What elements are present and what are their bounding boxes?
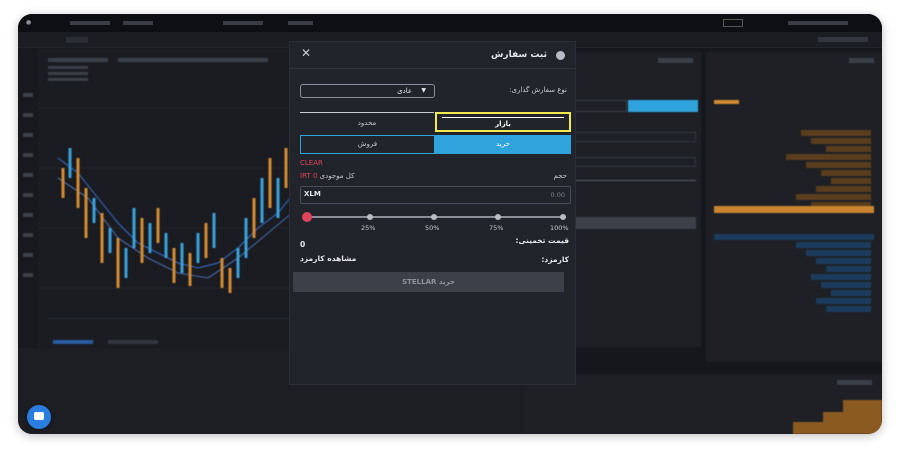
depth-chart-title <box>837 380 872 385</box>
slider-label-25: 25% <box>361 224 376 232</box>
order-book-tab[interactable] <box>714 100 739 104</box>
modal-divider <box>290 68 575 69</box>
slider-tick-25[interactable] <box>367 214 373 220</box>
market-ticker <box>818 37 868 42</box>
slider-tick-100[interactable] <box>560 214 566 220</box>
order-modal: ثبت سفارش ✕ نوع سفارش گذاری: عادی ▼ محدو… <box>289 41 576 385</box>
buy-tab[interactable]: خرید <box>435 135 571 154</box>
buy-submit-button[interactable]: خرید STELLAR <box>293 272 564 292</box>
clear-button[interactable]: CLEAR <box>300 159 323 167</box>
order-side-toggle: فروش خرید <box>300 135 571 154</box>
balance-row: کل موجودی 0 IRT <box>300 172 354 180</box>
depth-chart <box>793 400 882 434</box>
close-icon[interactable]: ✕ <box>301 46 312 60</box>
theme-toggle[interactable] <box>723 19 743 27</box>
price-chart[interactable] <box>18 48 309 348</box>
volume-placeholder: 0.00 <box>550 191 565 199</box>
user-menu[interactable] <box>788 21 848 25</box>
slider-tick-75[interactable] <box>495 214 501 220</box>
nav-item[interactable] <box>70 21 110 25</box>
top-navbar: ● <box>18 14 882 32</box>
chart-tab[interactable] <box>66 37 88 43</box>
order-book-title <box>849 58 874 63</box>
slider-label-100: 100% <box>550 224 569 232</box>
sell-tab[interactable]: فروش <box>300 135 435 154</box>
order-mode-tabs: محدود بازار <box>300 112 571 132</box>
amount-slider[interactable] <box>531 180 696 181</box>
balance-value: 0 IRT <box>300 172 318 180</box>
fee-label: کارمزد: <box>541 255 569 264</box>
logo: ● <box>26 19 32 26</box>
order-type-label: نوع سفارش گذاری: <box>509 86 567 94</box>
volume-label: حجم <box>553 172 567 180</box>
estimated-price-value: 0 <box>300 240 306 249</box>
order-book-bars <box>714 130 874 312</box>
tab-limit[interactable]: محدود <box>300 112 434 132</box>
candlestick-chart <box>18 48 309 348</box>
nav-item[interactable] <box>288 21 313 25</box>
info-icon <box>556 51 565 60</box>
volume-currency: XLM <box>304 190 321 198</box>
volume-input[interactable]: XLM 0.00 <box>300 186 571 204</box>
modal-title: ثبت سفارش <box>490 50 547 60</box>
slider-tick-50[interactable] <box>431 214 437 220</box>
balance-label: کل موجودی <box>319 172 355 180</box>
order-book <box>706 52 882 362</box>
order-type-value: عادی <box>397 87 412 95</box>
slider-thumb[interactable] <box>302 212 312 222</box>
order-type-select[interactable]: عادی ▼ <box>300 84 435 98</box>
panel-title <box>658 58 693 63</box>
side-tab-buy[interactable] <box>628 100 698 112</box>
nav-item[interactable] <box>123 21 153 25</box>
nav-item[interactable] <box>223 21 263 25</box>
chat-icon <box>34 412 44 420</box>
slider-label-50: 50% <box>425 224 440 232</box>
view-fee-link[interactable]: مشاهده کارمزد <box>300 254 357 263</box>
estimated-price-label: قیمت تخمینی: <box>515 236 569 245</box>
caret-down-icon: ▼ <box>421 87 426 94</box>
chat-button[interactable] <box>27 405 51 429</box>
tab-market[interactable]: بازار <box>435 112 571 132</box>
slider-label-75: 75% <box>489 224 504 232</box>
depth-chart-panel <box>523 374 882 434</box>
